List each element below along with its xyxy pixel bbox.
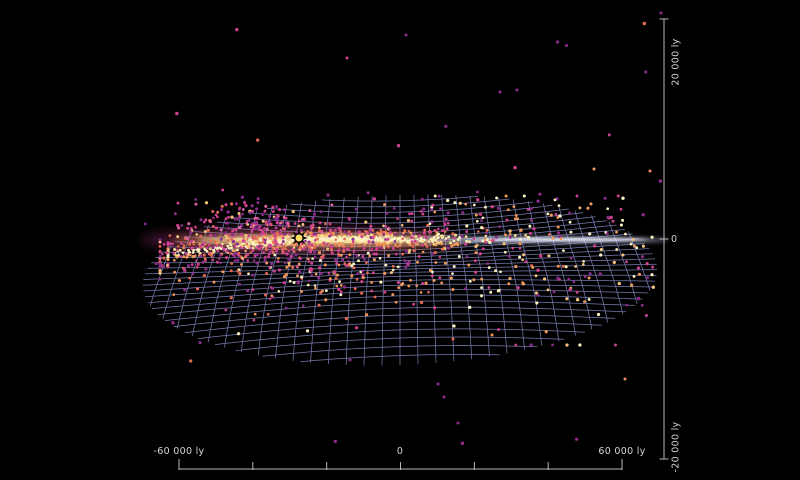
warp-grid-mesh <box>142 194 658 366</box>
z-axis-label-zero: 0 <box>671 234 678 245</box>
cepheid-points <box>143 11 663 445</box>
x-axis-label-max: 60 000 ly <box>598 446 646 457</box>
axes <box>178 18 669 470</box>
x-axis-label-zero: 0 <box>396 446 404 457</box>
z-axis-label-bottom: -20 000 ly <box>670 421 682 473</box>
sun-marker <box>290 229 308 247</box>
x-axis-label-min: -60 000 ly <box>153 446 205 457</box>
z-axis-label-top: 20 000 ly <box>670 38 682 86</box>
